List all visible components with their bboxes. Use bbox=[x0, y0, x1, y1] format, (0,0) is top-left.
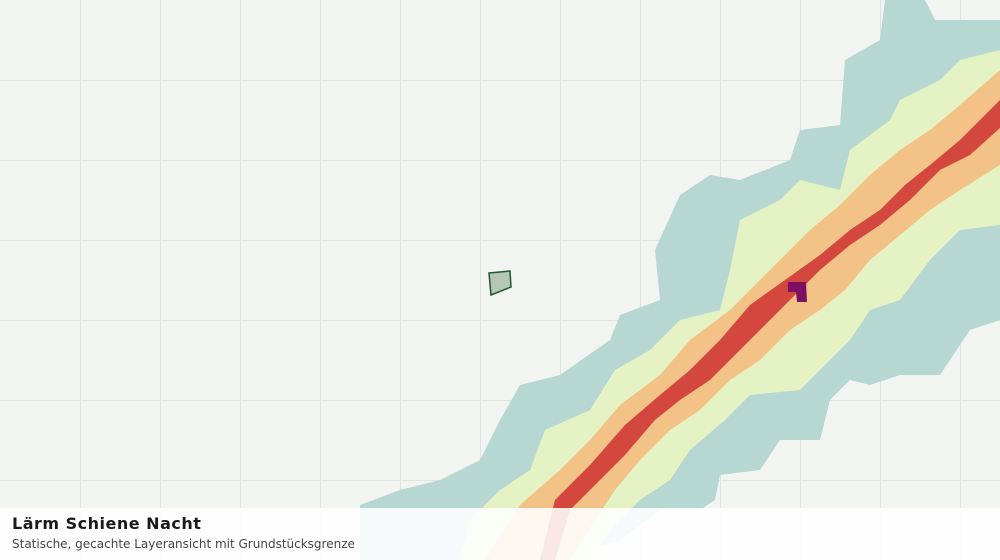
noise-zone-very-high bbox=[788, 282, 807, 302]
noise-zone-high bbox=[540, 100, 1000, 560]
layer-title: Lärm Schiene Nacht bbox=[12, 514, 202, 533]
property-boundary bbox=[488, 270, 512, 297]
layer-subtitle: Statische, gecachte Layeransicht mit Gru… bbox=[12, 537, 355, 551]
info-panel: Lärm Schiene Nacht Statische, gecachte L… bbox=[0, 508, 1000, 560]
noise-zone-low bbox=[360, 0, 1000, 560]
noise-zone-medium-low bbox=[460, 50, 1000, 560]
